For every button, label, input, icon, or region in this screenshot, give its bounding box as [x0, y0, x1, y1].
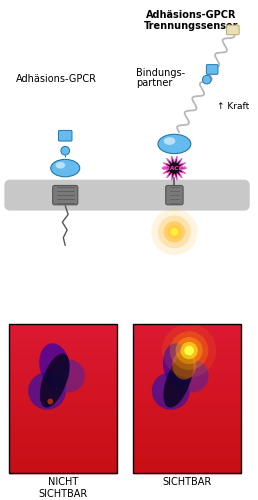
Ellipse shape [172, 350, 196, 380]
Ellipse shape [152, 372, 190, 410]
Circle shape [170, 332, 208, 370]
Ellipse shape [52, 360, 85, 392]
Circle shape [164, 221, 185, 242]
Circle shape [158, 216, 191, 248]
FancyBboxPatch shape [53, 186, 78, 205]
Circle shape [176, 337, 203, 364]
FancyBboxPatch shape [59, 130, 72, 141]
Ellipse shape [40, 354, 69, 408]
FancyBboxPatch shape [166, 186, 183, 205]
Ellipse shape [164, 137, 175, 145]
Circle shape [184, 346, 194, 356]
Ellipse shape [176, 360, 209, 392]
Text: Adhäsions-GPCR: Adhäsions-GPCR [16, 74, 97, 84]
Circle shape [47, 398, 53, 404]
Circle shape [61, 146, 70, 155]
Ellipse shape [163, 344, 194, 388]
Text: ↑ Kraft: ↑ Kraft [217, 102, 249, 111]
Ellipse shape [28, 372, 66, 410]
Text: SICHTBAR: SICHTBAR [162, 477, 212, 487]
Circle shape [180, 342, 198, 359]
Ellipse shape [164, 354, 193, 408]
FancyBboxPatch shape [206, 64, 218, 74]
Text: Adhäsions-GPCR
Trennungssensor: Adhäsions-GPCR Trennungssensor [143, 10, 238, 32]
Polygon shape [162, 156, 187, 180]
Text: NICHT
SICHTBAR: NICHT SICHTBAR [39, 477, 88, 499]
Circle shape [168, 225, 181, 238]
Circle shape [151, 208, 198, 255]
FancyBboxPatch shape [4, 180, 250, 210]
Ellipse shape [55, 162, 65, 168]
Bar [133, 324, 241, 474]
Circle shape [171, 228, 178, 235]
Ellipse shape [158, 134, 191, 154]
Ellipse shape [39, 344, 70, 388]
Text: Bindungs-
partner: Bindungs- partner [136, 68, 185, 88]
FancyBboxPatch shape [227, 25, 239, 35]
Bar [9, 324, 117, 474]
Text: CRACK!: CRACK! [162, 166, 187, 170]
Circle shape [203, 76, 211, 84]
Circle shape [162, 324, 216, 378]
Ellipse shape [51, 160, 80, 177]
